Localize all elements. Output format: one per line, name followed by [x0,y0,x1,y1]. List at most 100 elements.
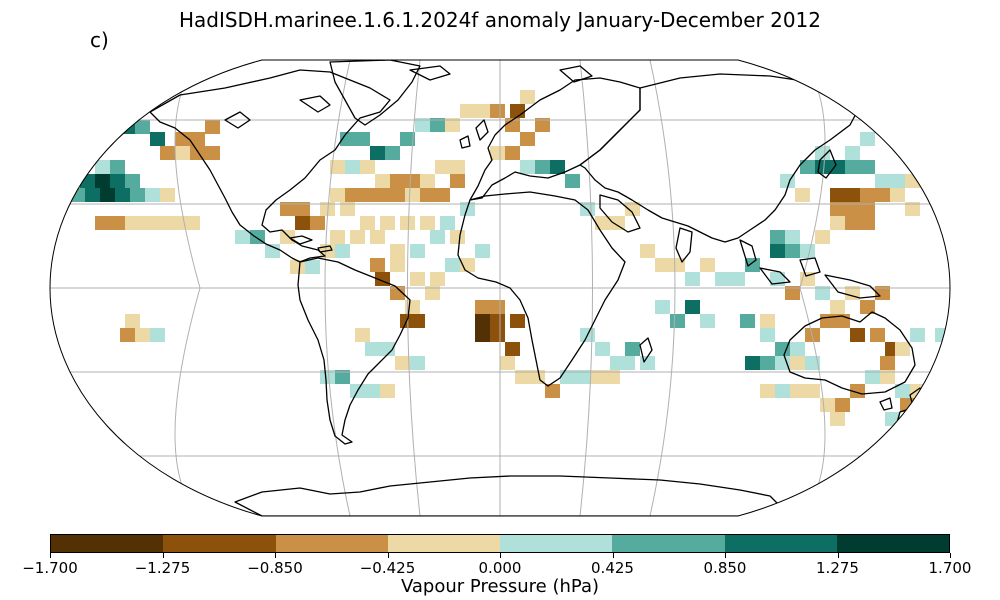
coast-europe [469,77,641,201]
anomaly-cell [910,328,925,342]
anomaly-cell [155,216,170,230]
anomaly-cell [845,188,860,202]
anomaly-cell [830,202,845,216]
anomaly-cell [895,342,910,356]
colorbar-tick-label: −0.425 [359,559,416,577]
anomaly-cell [375,188,390,202]
anomaly-cell [125,216,140,230]
anomaly-cell [890,174,905,188]
anomaly-cell [860,202,875,216]
anomaly-cell [190,132,205,146]
anomaly-cell [770,230,785,244]
anomaly-cell [775,356,790,370]
anomaly-cell [120,120,135,134]
anomaly-cell [510,314,525,328]
colorbar-tick [162,553,164,558]
anomaly-cell [335,370,350,384]
anomaly-cell [860,188,875,202]
colorbar-tick [725,553,726,558]
anomaly-cell [550,160,565,174]
anomaly-cell [505,342,520,356]
anomaly-cell [625,202,640,216]
anomaly-cell [190,146,205,160]
anomaly-cell [590,370,605,384]
anomaly-cell [790,384,805,398]
anomaly-cell [565,174,580,188]
anomaly-cell [330,160,345,174]
colorbar-tick-label: 0.000 [478,559,522,577]
anomaly-cell [915,398,930,412]
anomaly-cell [170,216,185,230]
colorbar-segment [836,535,949,552]
anomaly-cell [475,328,490,342]
anomaly-cell [95,216,110,230]
anomaly-cell [130,188,145,202]
colorbar-tick-label: 1.275 [816,559,859,577]
anomaly-cell [490,300,505,314]
anomaly-cell [760,356,775,370]
anomaly-cells [70,90,950,426]
anomaly-cell [280,202,295,216]
anomaly-cell [445,118,460,132]
colorbar-tick-label: 0.850 [703,559,747,577]
anomaly-cell [380,342,395,356]
anomaly-cell [520,160,535,174]
anomaly-cell [295,202,310,216]
anomaly-cell [430,118,445,132]
anomaly-cell [420,188,435,202]
anomaly-cell [760,328,775,342]
anomaly-cell [355,328,370,342]
anomaly-cell [95,160,110,174]
anomaly-cell [405,188,420,202]
anomaly-cell [340,202,355,216]
anomaly-cell [340,132,355,146]
anomaly-cell [490,314,505,328]
anomaly-cell [505,146,520,160]
anomaly-cell [820,398,835,412]
anomaly-cell [370,258,385,272]
anomaly-cell [175,146,190,160]
anomaly-cell [290,260,305,274]
anomaly-cell [880,356,895,370]
graticule [50,60,950,516]
anomaly-cell [475,314,490,328]
anomaly-cell [595,216,610,230]
anomaly-cell [450,174,465,188]
anomaly-cell [135,120,150,134]
anomaly-cell [790,356,805,370]
anomaly-cell [830,216,845,230]
anomaly-cell [235,230,250,244]
anomaly-cell [760,384,775,398]
anomaly-cell [800,160,815,174]
anomaly-cell [655,258,670,272]
anomaly-cell [100,188,115,202]
anomaly-cell [185,216,200,230]
anomaly-cell [390,174,405,188]
anomaly-cell [150,328,165,342]
anomaly-cell [655,300,670,314]
anomaly-cell [95,174,110,188]
anomaly-cell [360,216,375,230]
anomaly-cell [410,272,425,286]
anomaly-cell [535,118,550,132]
anomaly-cell [400,132,415,146]
anomaly-cell [835,398,850,412]
anomaly-cell [785,286,800,300]
anomaly-cell [125,174,140,188]
anomaly-cell [420,174,435,188]
colorbar-tick [500,553,501,558]
anomaly-cell [490,104,505,118]
anomaly-cell [785,244,800,258]
anomaly-cell [305,260,320,274]
anomaly-cell [805,356,820,370]
anomaly-cell [390,244,405,258]
anomaly-cell [410,356,425,370]
anomaly-cell [350,230,365,244]
anomaly-cell [205,120,220,134]
anomaly-cell [320,370,335,384]
anomaly-cell [850,328,865,342]
coast-greenland [329,60,421,126]
anomaly-cell [685,272,700,286]
anomaly-cell [410,314,425,328]
colorbar-tick [837,553,839,558]
